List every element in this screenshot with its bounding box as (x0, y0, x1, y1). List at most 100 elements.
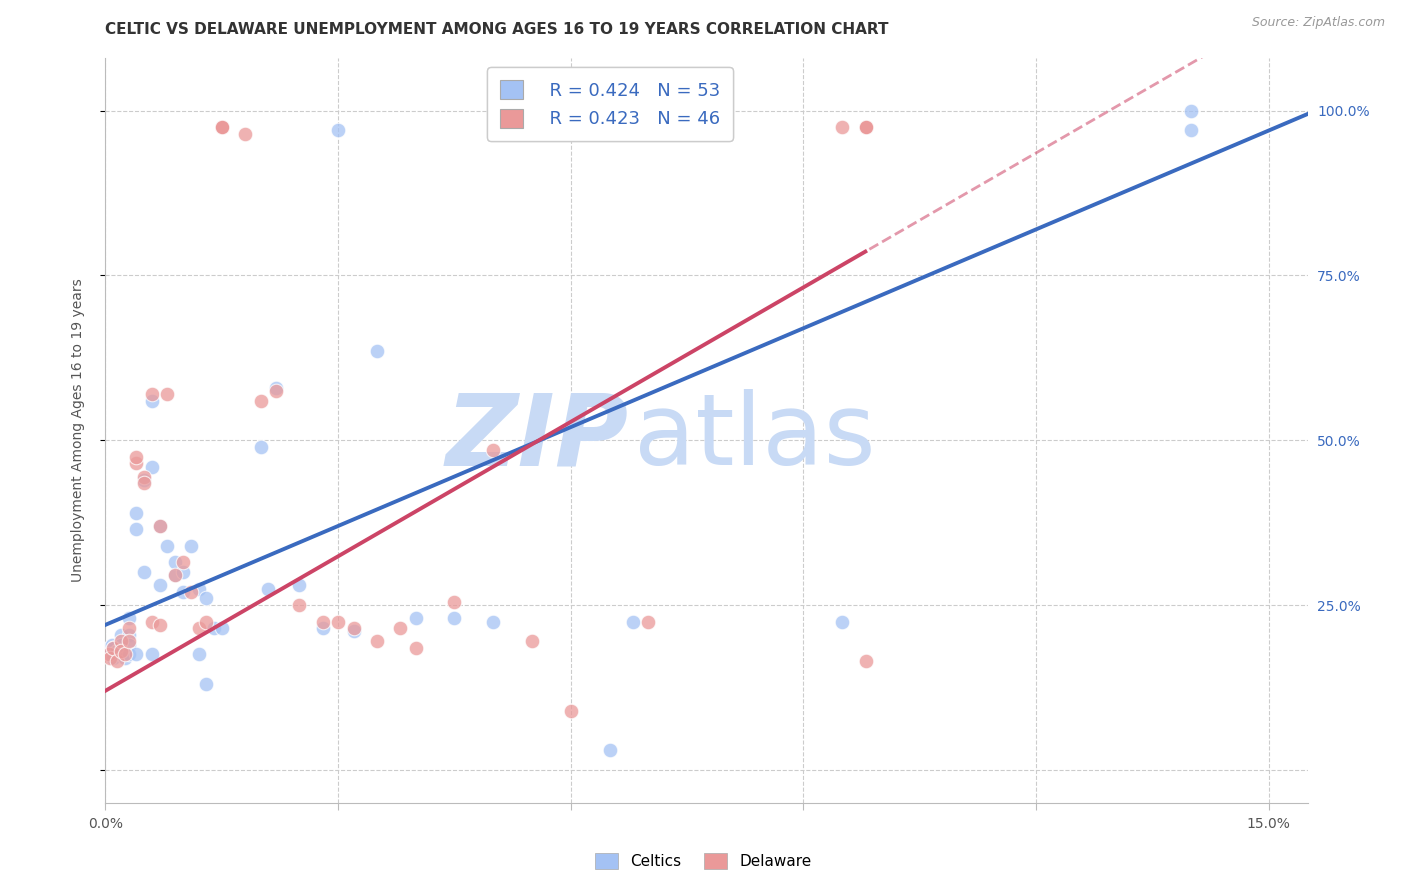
Point (125, 456, 148, 470)
Point (100, 638, 122, 652)
Point (187, 648, 209, 662)
Point (114, 648, 136, 662)
Point (110, 644, 132, 658)
Text: Source: ZipAtlas.com: Source: ZipAtlas.com (1251, 16, 1385, 29)
Point (311, 621, 333, 635)
Point (288, 598, 311, 612)
Point (149, 617, 172, 632)
Point (855, 654, 877, 668)
Point (125, 506, 148, 520)
Point (125, 648, 148, 662)
Point (165, 555, 187, 569)
Point (165, 568, 187, 582)
Point (366, 344, 388, 359)
Point (855, 120, 877, 135)
Point (98, 650, 121, 665)
Point (249, 440, 271, 454)
Point (343, 621, 366, 635)
Point (288, 578, 311, 592)
Point (118, 621, 141, 635)
Point (110, 634, 132, 648)
Point (105, 644, 128, 658)
Point (211, 120, 233, 135)
Point (855, 120, 877, 135)
Point (326, 615, 349, 629)
Point (1180, 103, 1202, 118)
Point (195, 591, 218, 606)
Point (118, 638, 141, 652)
Point (211, 120, 233, 135)
Point (125, 522, 148, 536)
Point (637, 615, 659, 629)
Point (211, 621, 233, 635)
Point (187, 582, 209, 596)
Point (134, 473, 156, 487)
Point (621, 615, 644, 629)
Point (520, 634, 543, 648)
Point (195, 677, 218, 691)
Point (187, 621, 209, 635)
Point (103, 648, 125, 662)
Point (110, 648, 132, 662)
Legend: Celtics, Delaware: Celtics, Delaware (589, 847, 817, 875)
Point (118, 634, 141, 648)
Point (134, 565, 156, 579)
Point (118, 611, 141, 625)
Point (97, 640, 120, 655)
Point (149, 519, 172, 533)
Point (141, 393, 163, 408)
Point (257, 582, 280, 596)
Point (264, 380, 287, 394)
Point (202, 621, 225, 635)
Text: ZIP: ZIP (446, 389, 628, 486)
Point (103, 650, 125, 665)
Point (249, 393, 271, 408)
Point (180, 539, 202, 553)
Point (180, 585, 202, 599)
Point (443, 611, 465, 625)
Point (114, 650, 136, 665)
Point (110, 628, 132, 642)
Point (141, 459, 163, 474)
Point (98, 648, 121, 662)
Point (482, 615, 505, 629)
Point (831, 615, 853, 629)
Point (118, 648, 141, 662)
Point (560, 704, 582, 718)
Point (1180, 123, 1202, 137)
Point (141, 387, 163, 401)
Point (443, 595, 465, 609)
Point (141, 648, 163, 662)
Point (97, 648, 120, 662)
Point (172, 585, 194, 599)
Point (165, 568, 187, 582)
Point (110, 638, 132, 652)
Point (172, 565, 194, 579)
Point (149, 519, 172, 533)
Point (105, 654, 128, 668)
Y-axis label: Unemployment Among Ages 16 to 19 years: Unemployment Among Ages 16 to 19 years (70, 278, 84, 582)
Text: CELTIC VS DELAWARE UNEMPLOYMENT AMONG AGES 16 TO 19 YEARS CORRELATION CHART: CELTIC VS DELAWARE UNEMPLOYMENT AMONG AG… (105, 22, 889, 37)
Point (855, 120, 877, 135)
Point (103, 640, 125, 655)
Legend:   R = 0.424   N = 53,   R = 0.423   N = 46: R = 0.424 N = 53, R = 0.423 N = 46 (486, 67, 733, 141)
Point (405, 611, 427, 625)
Point (172, 555, 194, 569)
Point (141, 615, 163, 629)
Point (405, 640, 427, 655)
Point (343, 624, 366, 639)
Text: atlas: atlas (634, 389, 876, 486)
Point (125, 450, 148, 464)
Point (134, 476, 156, 491)
Point (599, 743, 621, 757)
Point (156, 387, 179, 401)
Point (103, 640, 125, 655)
Point (311, 615, 333, 629)
Point (211, 120, 233, 135)
Point (118, 628, 141, 642)
Point (134, 469, 156, 483)
Point (233, 127, 256, 141)
Point (156, 539, 179, 553)
Point (831, 120, 853, 135)
Point (366, 634, 388, 648)
